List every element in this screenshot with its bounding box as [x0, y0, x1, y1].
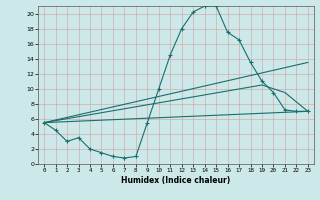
X-axis label: Humidex (Indice chaleur): Humidex (Indice chaleur) — [121, 176, 231, 185]
